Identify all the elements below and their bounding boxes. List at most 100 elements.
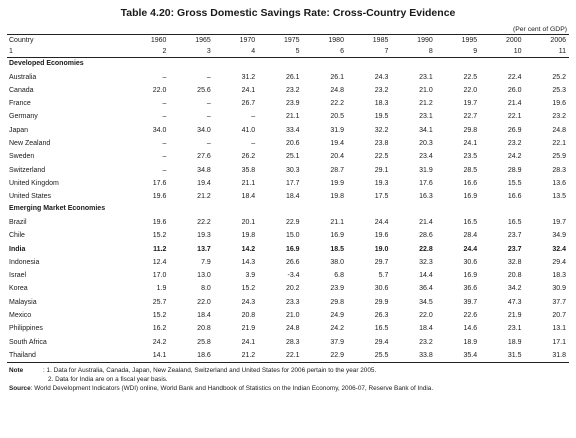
savings-rate-value: – xyxy=(162,113,167,121)
column-header-year: 1960 xyxy=(125,34,170,46)
country-name: Korea xyxy=(9,285,28,293)
savings-rate-value: 15.5 xyxy=(507,179,522,187)
country-name: Brazil xyxy=(9,218,27,226)
savings-rate-value: 18.6 xyxy=(169,348,214,364)
savings-rate-value: 22.0 xyxy=(197,298,211,306)
savings-rate-value: 30.3 xyxy=(285,166,300,174)
savings-rate-value: 24.2 xyxy=(152,338,167,346)
country-name: United Kingdom xyxy=(9,179,59,187)
table-row: Indonesia 12.4 7.9 14.3 26.6 38.0 29.7 32.3 30.6… xyxy=(7,256,569,269)
savings-rate-value: 34.0 xyxy=(197,126,211,134)
savings-rate-value: 29.4 xyxy=(552,258,566,266)
savings-rate-value: 18.3 xyxy=(552,272,566,280)
savings-rate-value: 34.8 xyxy=(197,166,211,174)
country-name: Malaysia xyxy=(9,298,37,306)
note-row-2: 2. Data for India are on a fiscal year b… xyxy=(7,375,569,384)
savings-rate-value: 19.3 xyxy=(197,232,211,240)
savings-rate-value: – xyxy=(206,73,211,81)
savings-rate-value: 22.9 xyxy=(285,218,300,226)
savings-rate-value: – xyxy=(206,100,211,108)
savings-rate-value: 23.2 xyxy=(552,113,566,121)
savings-rate-value: 21.1 xyxy=(330,218,344,226)
country-name: Japan xyxy=(9,126,29,134)
savings-rate-value: 24.9 xyxy=(330,312,344,320)
savings-rate-value: 31.5 xyxy=(480,348,525,364)
savings-rate-value: 24.2 xyxy=(507,153,522,161)
savings-rate-value: 28.4 xyxy=(463,232,478,240)
country-name: New Zealand xyxy=(9,139,51,147)
savings-rate-value: 29.1 xyxy=(374,166,389,174)
savings-rate-value: 21.2 xyxy=(213,348,259,364)
note-row-1: Note : 1. Data for Australia, Canada, Ja… xyxy=(7,366,569,375)
savings-rate-value: 23.1 xyxy=(507,325,522,333)
savings-rate-value: 15.2 xyxy=(241,285,256,293)
savings-rate-value: 21.0 xyxy=(419,86,433,94)
savings-rate-value: 22.1 xyxy=(258,348,303,364)
savings-rate-value: 18.4 xyxy=(419,325,433,333)
table-row: Mexico 15.2 18.4 20.8 21.0 24.9 26.3 22.0 22.6 21… xyxy=(7,309,569,322)
savings-rate-value: 13.5 xyxy=(552,193,566,201)
savings-rate-value: 19.8 xyxy=(330,193,344,201)
source-label: Source xyxy=(9,385,31,393)
savings-rate-value: – xyxy=(206,139,211,147)
savings-rate-value: 29.8 xyxy=(330,298,344,306)
savings-rate-value: 26.7 xyxy=(241,100,256,108)
savings-rate-value: 16.6 xyxy=(463,179,478,187)
savings-rate-value: 25.7 xyxy=(152,298,167,306)
savings-rate-value: 16.5 xyxy=(507,218,522,226)
savings-rate-value: 23.1 xyxy=(419,73,433,81)
savings-rate-value: 37.9 xyxy=(330,338,344,346)
savings-rate-table: Country 1960 1965 1970 1975 1980 1985 1990 1995 2… xyxy=(7,34,569,364)
table-row: Germany – – – 21.1 20.5 19.5 23.1 22.7 22.1 23.2 xyxy=(7,110,569,123)
savings-rate-value: 28.3 xyxy=(285,338,300,346)
table-row: United States 19.6 21.2 18.4 18.4 19.8 17.5 16.… xyxy=(7,190,569,203)
column-header-country: Country xyxy=(7,34,126,46)
note-text-2: 2. Data for India are on a fiscal year b… xyxy=(48,376,168,384)
savings-rate-value: 19.4 xyxy=(197,179,211,187)
savings-rate-value: 30.6 xyxy=(463,258,478,266)
savings-rate-value: 33.8 xyxy=(391,348,436,364)
column-header-year: 1995 xyxy=(435,34,481,46)
savings-rate-value: 24.8 xyxy=(330,86,344,94)
table-row: Brazil 19.6 22.2 20.1 22.9 21.1 24.4 21.4 16.5 16… xyxy=(7,216,569,229)
column-header-year: 2000 xyxy=(480,34,525,46)
country-name: Canada xyxy=(9,86,34,94)
unit-note: (Per cent of GDP) xyxy=(512,26,567,33)
savings-rate-value: 22.0 xyxy=(152,86,167,94)
savings-rate-value: 36.6 xyxy=(463,285,478,293)
savings-rate-value: 21.1 xyxy=(241,179,256,187)
savings-rate-value: 19.4 xyxy=(330,139,344,147)
savings-rate-value: 23.7 xyxy=(507,232,522,240)
savings-rate-value: 23.8 xyxy=(374,139,389,147)
savings-rate-value: 21.4 xyxy=(419,218,433,226)
savings-rate-value: 18.3 xyxy=(374,100,389,108)
savings-rate-value: 47.3 xyxy=(507,298,522,306)
savings-rate-value: 26.6 xyxy=(285,258,300,266)
table-row: United Kingdom 17.6 19.4 21.1 17.7 19.9 19.3 17… xyxy=(7,177,569,190)
savings-rate-value: 24.1 xyxy=(463,139,478,147)
column-index: 9 xyxy=(435,46,481,58)
savings-rate-value: 20.4 xyxy=(330,153,344,161)
table-row: India 11.2 13.7 14.2 16.9 18.5 19.0 22.8 24.4 23.… xyxy=(7,243,569,256)
savings-rate-value: – xyxy=(206,113,211,121)
country-name: India xyxy=(9,245,26,253)
table-row: France – – 26.7 23.9 22.2 18.3 21.2 19.7 21.4 19.6 xyxy=(7,97,569,110)
savings-rate-value: – xyxy=(162,73,167,81)
section-label: Emerging Market Economies xyxy=(9,205,106,213)
column-index: 6 xyxy=(302,46,347,58)
savings-rate-value: 25.9 xyxy=(552,153,566,161)
savings-rate-value: 28.6 xyxy=(419,232,433,240)
savings-rate-value: 30.6 xyxy=(374,285,389,293)
savings-rate-value: 31.9 xyxy=(330,126,344,134)
savings-rate-value: 13.6 xyxy=(552,179,566,187)
savings-rate-value: 21.2 xyxy=(197,193,211,201)
savings-rate-value: 11.2 xyxy=(153,245,167,253)
column-index: 7 xyxy=(346,46,392,58)
savings-rate-value: 19.3 xyxy=(374,179,389,187)
column-index: 10 xyxy=(480,46,525,58)
savings-rate-value: 19.0 xyxy=(374,245,389,253)
savings-rate-value: 26.0 xyxy=(507,86,522,94)
table-row: Israel 17.0 13.0 3.9 -3.4 6.8 5.7 14.4 16.9 20.8 1… xyxy=(7,269,569,282)
column-header-year: 1990 xyxy=(391,34,436,46)
savings-rate-value: 12.4 xyxy=(152,258,167,266)
